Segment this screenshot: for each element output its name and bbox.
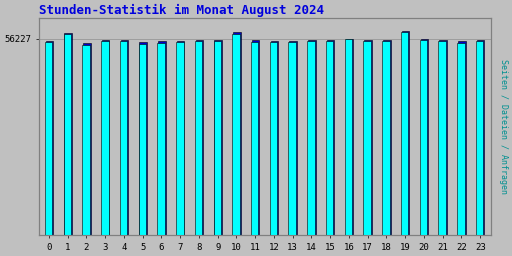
- Bar: [289, 41, 297, 235]
- Bar: [364, 41, 371, 235]
- Bar: [421, 39, 428, 235]
- Bar: [251, 42, 259, 235]
- Bar: [82, 45, 90, 235]
- Bar: [139, 42, 147, 235]
- Bar: [252, 40, 260, 235]
- Bar: [457, 42, 465, 235]
- Bar: [139, 44, 146, 235]
- Bar: [196, 40, 203, 235]
- Bar: [420, 40, 427, 235]
- Bar: [63, 34, 71, 235]
- Bar: [383, 40, 391, 235]
- Bar: [477, 40, 484, 235]
- Bar: [327, 40, 334, 235]
- Bar: [121, 40, 128, 235]
- Bar: [232, 34, 240, 235]
- Bar: [157, 42, 165, 235]
- Bar: [65, 33, 72, 235]
- Bar: [308, 40, 316, 235]
- Bar: [326, 41, 333, 235]
- Bar: [233, 33, 241, 235]
- Bar: [365, 40, 372, 235]
- Bar: [271, 41, 278, 235]
- Bar: [101, 41, 109, 235]
- Bar: [120, 41, 127, 235]
- Bar: [83, 43, 91, 235]
- Bar: [401, 33, 409, 235]
- Bar: [402, 31, 410, 235]
- Bar: [439, 40, 447, 235]
- Bar: [195, 41, 202, 235]
- Bar: [438, 41, 446, 235]
- Y-axis label: Seiten / Dateien / Anfragen: Seiten / Dateien / Anfragen: [499, 59, 508, 194]
- Bar: [214, 41, 221, 235]
- Bar: [176, 42, 183, 235]
- Bar: [215, 40, 222, 235]
- Bar: [270, 42, 277, 235]
- Bar: [288, 42, 296, 235]
- Bar: [177, 41, 184, 235]
- Bar: [102, 40, 110, 235]
- Bar: [382, 41, 390, 235]
- Bar: [346, 39, 353, 235]
- Bar: [158, 41, 166, 235]
- Bar: [476, 41, 483, 235]
- Bar: [345, 39, 352, 235]
- Bar: [458, 41, 465, 235]
- Text: Stunden-Statistik im Monat August 2024: Stunden-Statistik im Monat August 2024: [39, 4, 324, 17]
- Bar: [46, 41, 53, 235]
- Bar: [45, 42, 52, 235]
- Bar: [307, 41, 315, 235]
